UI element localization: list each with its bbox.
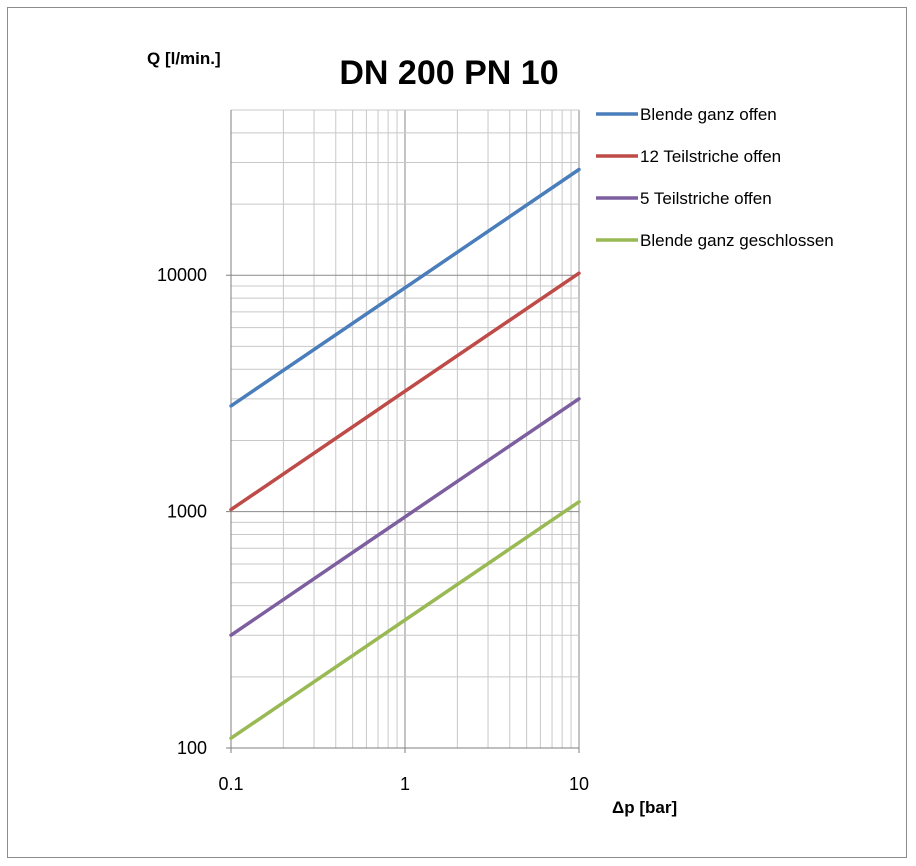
x-tick-label: 10 bbox=[569, 774, 589, 794]
series-line-2 bbox=[229, 271, 581, 512]
legend-label-1: Blende ganz offen bbox=[640, 105, 777, 124]
series-line-3 bbox=[229, 397, 581, 637]
x-tick-label: 0.1 bbox=[218, 774, 243, 794]
legend: Blende ganz offen 12 Teilstriche offen 5 T… bbox=[596, 105, 834, 250]
series-line-1 bbox=[229, 167, 581, 408]
legend-label-3: 5 Teilstriche offen bbox=[640, 189, 772, 208]
y-tick-label: 1000 bbox=[167, 502, 207, 522]
series-layer bbox=[229, 167, 581, 740]
grid-layer bbox=[230, 109, 580, 749]
legend-label-4: Blende ganz geschlossen bbox=[640, 231, 834, 250]
x-tick-label: 1 bbox=[400, 774, 410, 794]
x-axis-title: Δp [bar] bbox=[612, 798, 677, 817]
tick-layer: 0.1 1 10 100 1000 10000 bbox=[157, 265, 589, 794]
y-axis-title: Q [l/min.] bbox=[147, 49, 221, 68]
series-line-4 bbox=[229, 500, 581, 740]
chart-title: DN 200 PN 10 bbox=[339, 54, 558, 92]
y-tick-label: 100 bbox=[177, 738, 207, 758]
y-tick-label: 10000 bbox=[157, 265, 207, 285]
legend-label-2: 12 Teilstriche offen bbox=[640, 147, 781, 166]
